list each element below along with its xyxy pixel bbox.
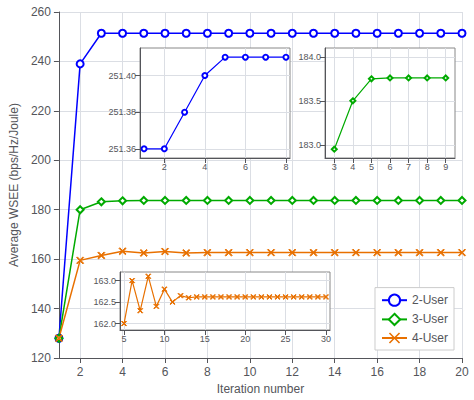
svg-text:4: 4 <box>202 162 207 172</box>
svg-text:9: 9 <box>443 162 448 172</box>
svg-text:25: 25 <box>281 334 291 344</box>
svg-text:183.0: 183.0 <box>298 140 321 150</box>
svg-text:184.0: 184.0 <box>298 52 321 62</box>
svg-text:2-User: 2-User <box>412 293 448 307</box>
svg-text:260: 260 <box>31 5 51 19</box>
svg-text:30: 30 <box>321 334 331 344</box>
svg-text:251.38: 251.38 <box>108 107 136 117</box>
svg-text:7: 7 <box>406 162 411 172</box>
svg-text:251.40: 251.40 <box>108 71 136 81</box>
svg-text:10: 10 <box>243 365 257 379</box>
svg-text:240: 240 <box>31 54 51 68</box>
svg-text:4: 4 <box>119 365 126 379</box>
svg-text:160: 160 <box>31 252 51 266</box>
svg-text:5: 5 <box>122 334 127 344</box>
svg-text:3: 3 <box>332 162 337 172</box>
svg-text:20: 20 <box>240 334 250 344</box>
svg-text:15: 15 <box>200 334 210 344</box>
svg-text:163.0: 163.0 <box>93 276 116 286</box>
svg-text:Average WSEE (bps/Hz/Joule): Average WSEE (bps/Hz/Joule) <box>7 103 21 267</box>
svg-text:183.5: 183.5 <box>298 96 321 106</box>
svg-text:4: 4 <box>350 162 355 172</box>
svg-text:18: 18 <box>413 365 427 379</box>
svg-text:140: 140 <box>31 302 51 316</box>
svg-text:6: 6 <box>162 365 169 379</box>
svg-text:2: 2 <box>77 365 84 379</box>
svg-text:20: 20 <box>455 365 469 379</box>
svg-text:12: 12 <box>286 365 300 379</box>
svg-text:200: 200 <box>31 153 51 167</box>
svg-text:120: 120 <box>31 351 51 365</box>
svg-text:Iteration number: Iteration number <box>217 382 304 396</box>
svg-text:8: 8 <box>283 162 288 172</box>
svg-text:251.36: 251.36 <box>108 144 136 154</box>
svg-text:16: 16 <box>370 365 384 379</box>
svg-text:4-User: 4-User <box>412 331 448 345</box>
svg-text:6: 6 <box>387 162 392 172</box>
svg-text:6: 6 <box>243 162 248 172</box>
svg-text:8: 8 <box>425 162 430 172</box>
svg-text:220: 220 <box>31 104 51 118</box>
svg-text:10: 10 <box>159 334 169 344</box>
svg-text:3-User: 3-User <box>412 312 448 326</box>
svg-text:8: 8 <box>204 365 211 379</box>
svg-text:14: 14 <box>328 365 342 379</box>
svg-text:2: 2 <box>162 162 167 172</box>
svg-text:162.0: 162.0 <box>93 319 116 329</box>
svg-text:162.5: 162.5 <box>93 297 116 307</box>
svg-text:180: 180 <box>31 203 51 217</box>
svg-text:5: 5 <box>369 162 374 172</box>
